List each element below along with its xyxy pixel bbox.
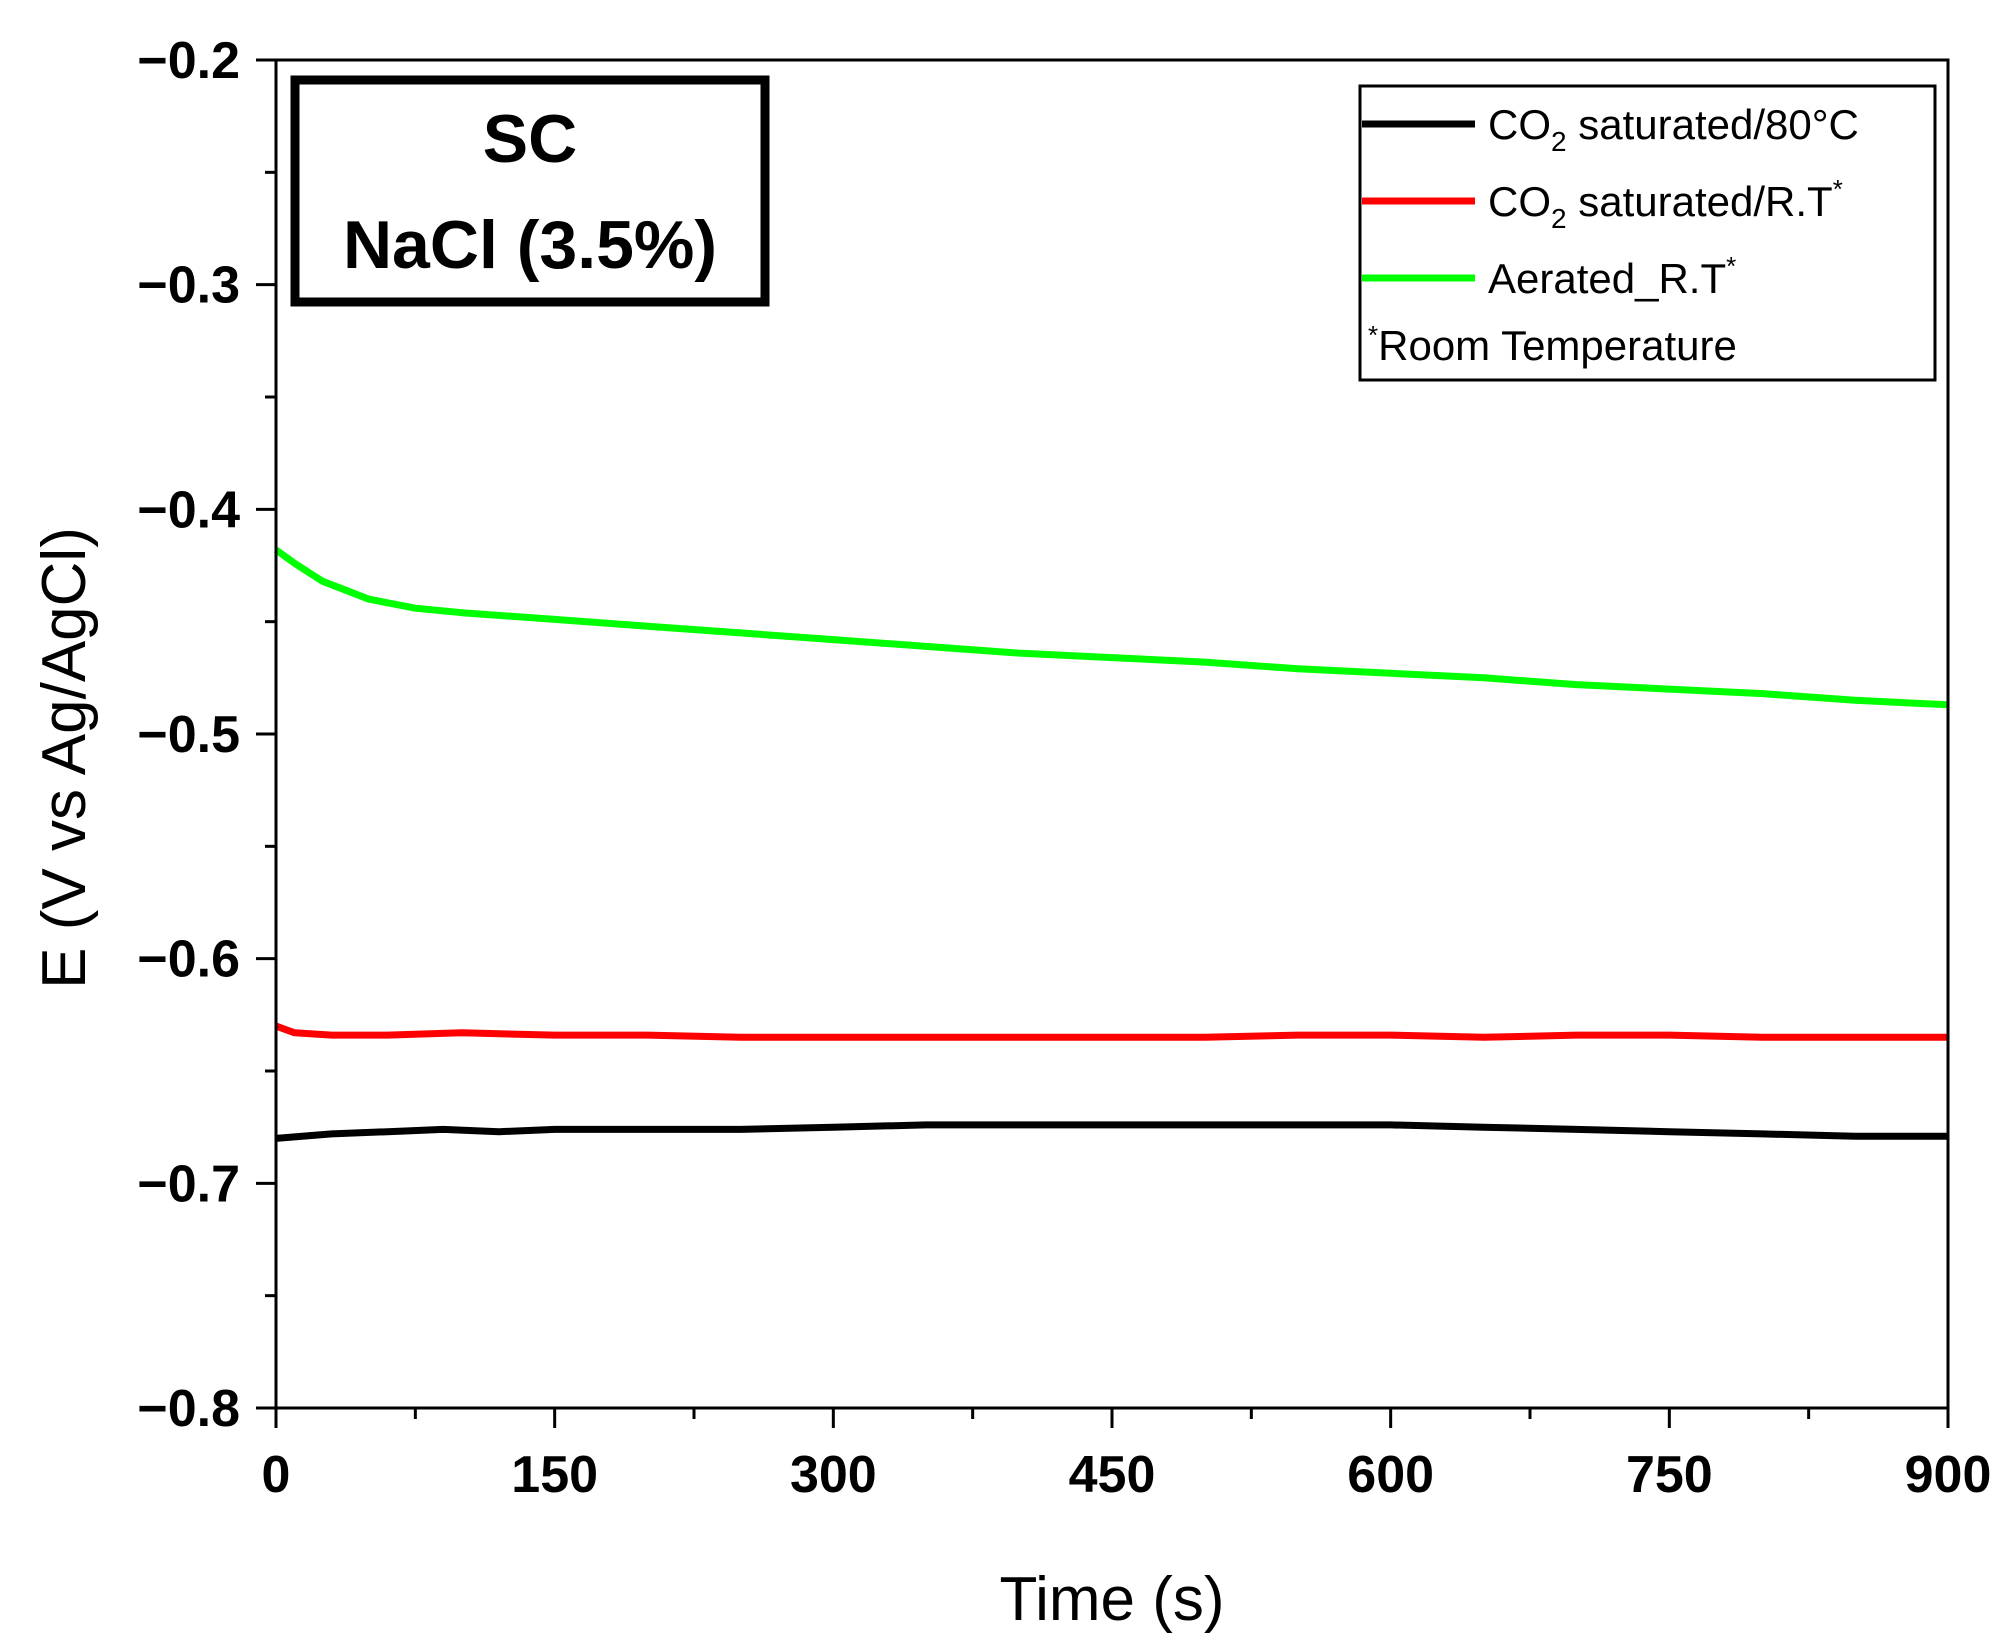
y-tick-label: −0.8: [137, 1380, 240, 1438]
legend-frame: [1358, 84, 1937, 382]
x-axis-title: Time (s): [1000, 1565, 1225, 1634]
legend-label-3: Aerated_R.T*: [1488, 251, 1736, 302]
x-tick-label: 600: [1347, 1446, 1434, 1504]
ticks-layer: 0 150 300 450 600 750 900 −0.2 −0.3 −0.4 −0.5 −0.6 −…: [137, 32, 1991, 1504]
legend: CO2 saturated/80°C CO2 saturated/R.T* Aera…: [1358, 84, 1937, 382]
x-tick-label: 900: [1905, 1446, 1992, 1504]
x-tick-label: 150: [511, 1446, 598, 1504]
y-tick-label: −0.2: [137, 32, 240, 90]
y-axis-title: E (V vs Ag/AgCl): [30, 527, 99, 989]
legend-entries: CO2 saturated/80°C CO2 saturated/R.T* Aera…: [1362, 101, 1859, 302]
inset-line-2: NaCl (3.5%): [343, 207, 717, 283]
x-tick-label: 750: [1626, 1446, 1713, 1504]
inset-line-1: SC: [483, 101, 577, 177]
inset-border: [290, 75, 770, 307]
x-tick-label: 300: [790, 1446, 877, 1504]
series-layer: [273, 546, 1949, 1142]
legend-label-2: CO2 saturated/R.T*: [1488, 174, 1843, 234]
legend-label-1: CO2 saturated/80°C: [1488, 101, 1859, 157]
x-tick-label: 0: [262, 1446, 291, 1504]
y-tick-label: −0.3: [137, 257, 240, 315]
series-line-3: [273, 546, 1949, 709]
x-tick-label: 450: [1069, 1446, 1156, 1504]
y-tick-label: −0.4: [137, 481, 240, 539]
y-tick-label: −0.7: [137, 1155, 240, 1213]
legend-footnote: *Room Temperature: [1368, 320, 1737, 369]
legend-footnote-text: Room Temperature: [1378, 322, 1737, 369]
series-line-1: [275, 1121, 1948, 1142]
y-tick-label: −0.5: [137, 706, 240, 764]
series-line-2: [274, 1022, 1948, 1041]
y-tick-label: −0.6: [137, 931, 240, 989]
legend-footnote-mark: *: [1368, 320, 1378, 350]
plot-frame: [274, 58, 1950, 1410]
inset-label-box: SC NaCl (3.5%): [290, 75, 770, 307]
